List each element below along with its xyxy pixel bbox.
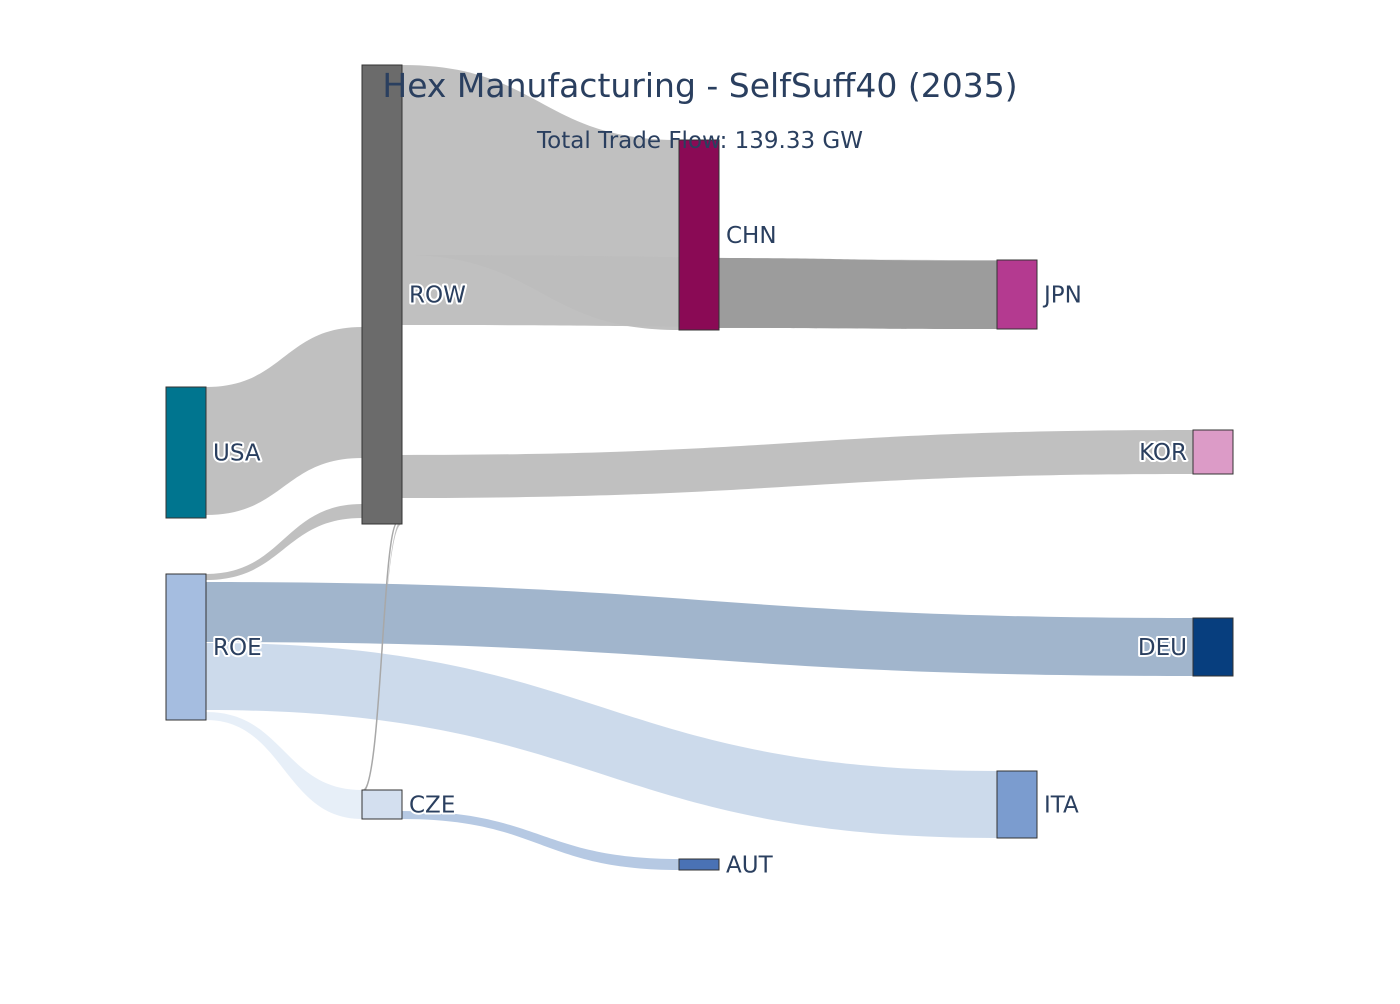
- node-label-ita: ITA: [1044, 793, 1079, 819]
- node-row[interactable]: [361, 64, 403, 525]
- chart-subtitle: Total Trade Flow: 139.33 GW: [537, 128, 863, 154]
- labels-layer: USA ROE ROW CZE CHN AUT JPN ITA KOR DEU: [211, 221, 1189, 881]
- link-roe-cze[interactable]: [206, 712, 362, 819]
- link-roe-deu[interactable]: [206, 582, 1193, 676]
- node-label-aut: AUT: [726, 853, 774, 879]
- node-label-row: ROW: [409, 283, 466, 309]
- node-label-roe: ROE: [213, 635, 262, 661]
- node-label-usa: USA: [213, 441, 261, 467]
- link-chn-jpn[interactable]: [719, 258, 997, 329]
- node-label-kor: KOR: [1139, 440, 1187, 466]
- node-aut[interactable]: [678, 858, 720, 871]
- link-usa-row[interactable]: [206, 327, 362, 515]
- node-chn[interactable]: [678, 139, 720, 331]
- nodes-layer: [165, 64, 1234, 871]
- node-ita[interactable]: [996, 770, 1038, 839]
- link-roe-row[interactable]: [206, 504, 362, 580]
- node-cze[interactable]: [361, 789, 403, 820]
- node-usa[interactable]: [165, 386, 207, 519]
- node-jpn[interactable]: [996, 259, 1038, 330]
- node-label-cze: CZE: [409, 793, 455, 819]
- link-row-cze-line: [361, 521, 399, 793]
- link-row-kor[interactable]: [402, 430, 1193, 498]
- node-deu[interactable]: [1192, 617, 1234, 677]
- chart-title: Hex Manufacturing - SelfSuff40 (2035): [382, 66, 1018, 105]
- node-kor[interactable]: [1192, 429, 1234, 475]
- node-roe[interactable]: [165, 573, 207, 721]
- node-label-deu: DEU: [1138, 635, 1187, 661]
- link-roe-ita[interactable]: [206, 643, 997, 838]
- node-label-jpn: JPN: [1042, 283, 1082, 309]
- node-label-chn: CHN: [726, 223, 777, 249]
- link-cze-aut[interactable]: [402, 811, 679, 870]
